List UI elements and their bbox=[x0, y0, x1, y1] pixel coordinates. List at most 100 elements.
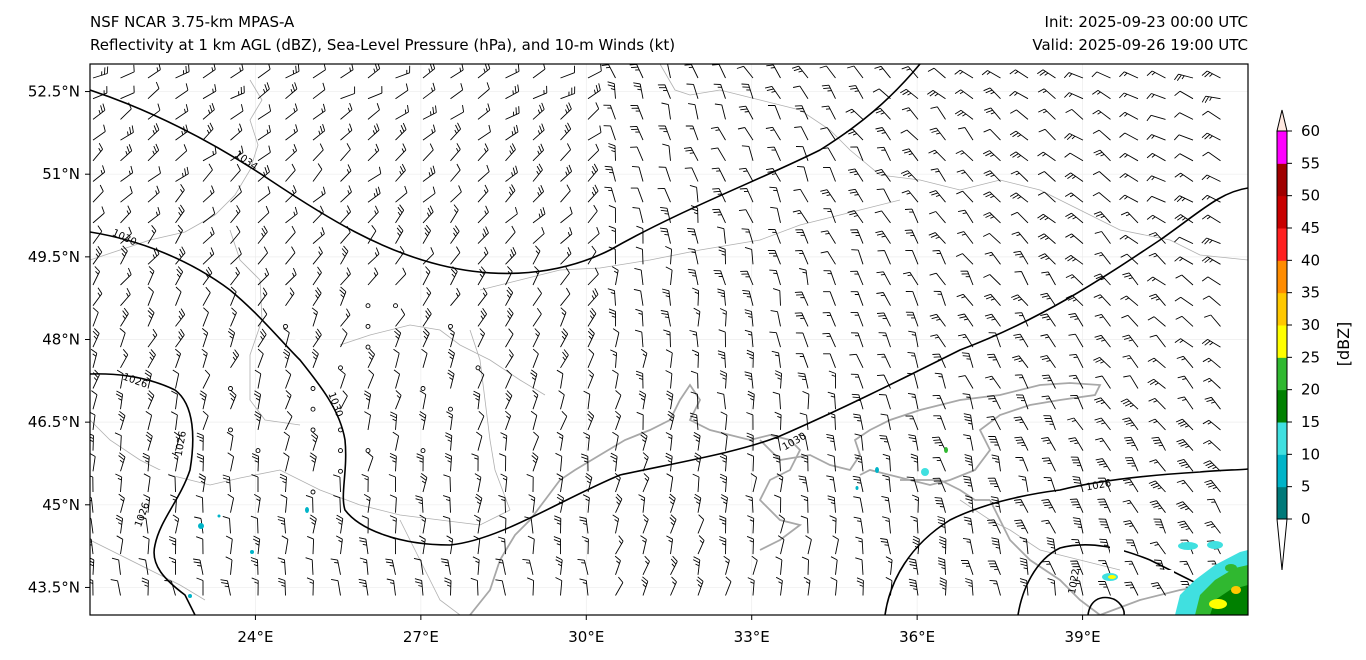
wind-barb bbox=[340, 143, 351, 162]
wind-barb bbox=[845, 108, 864, 120]
calm-circle bbox=[338, 365, 343, 371]
wind-barb bbox=[532, 307, 542, 327]
wind-barb bbox=[828, 370, 836, 389]
wind-barb bbox=[612, 369, 619, 389]
wind-barb bbox=[230, 349, 240, 369]
wind-barb bbox=[1040, 355, 1056, 369]
wind-barb bbox=[285, 64, 300, 79]
wind-barb bbox=[1121, 314, 1139, 327]
wind-barb bbox=[505, 307, 514, 327]
wind-barb bbox=[395, 122, 407, 141]
wind-barb bbox=[422, 165, 436, 182]
wind-barb bbox=[821, 105, 836, 120]
wind-barb bbox=[688, 103, 699, 120]
wind-barb bbox=[394, 328, 402, 348]
wind-barb bbox=[147, 349, 156, 369]
wind-barb bbox=[581, 453, 589, 472]
wind-barb bbox=[603, 104, 616, 120]
wind-barb bbox=[1179, 560, 1194, 575]
wind-barb bbox=[799, 268, 809, 286]
wind-barb bbox=[612, 328, 620, 348]
contour-label: 1026 bbox=[121, 372, 149, 391]
wind-barb bbox=[1010, 170, 1029, 182]
wind-barb bbox=[172, 514, 180, 534]
wind-barb bbox=[741, 83, 754, 99]
wind-barb bbox=[116, 535, 124, 555]
wind-barb bbox=[738, 167, 754, 182]
wind-barb bbox=[1201, 237, 1221, 245]
wind-barb bbox=[119, 328, 126, 348]
wind-barb bbox=[257, 104, 272, 120]
wind-barb bbox=[532, 123, 545, 141]
wind-barb bbox=[1122, 272, 1139, 286]
wind-barb bbox=[604, 186, 616, 203]
wind-barb bbox=[1040, 334, 1056, 348]
wind-barb bbox=[939, 577, 947, 596]
wind-barb bbox=[477, 184, 489, 203]
wind-barb bbox=[775, 556, 783, 575]
wind-barb bbox=[657, 84, 671, 99]
wind-barb bbox=[285, 103, 298, 120]
wind-barb bbox=[955, 253, 974, 265]
wind-barb bbox=[638, 494, 646, 513]
wind-barb bbox=[367, 225, 377, 244]
wind-barb bbox=[910, 515, 919, 534]
wind-barb bbox=[147, 185, 160, 203]
wind-barb bbox=[311, 307, 318, 327]
wind-barb bbox=[710, 147, 726, 162]
wind-barb bbox=[560, 287, 571, 306]
wind-barb bbox=[587, 163, 599, 182]
wind-barb bbox=[719, 370, 727, 389]
wind-barb bbox=[305, 557, 314, 575]
wind-barb bbox=[1041, 499, 1056, 513]
wind-barb bbox=[1097, 498, 1111, 513]
wind-barb bbox=[560, 266, 570, 286]
wind-barb bbox=[1014, 374, 1029, 389]
wind-barb bbox=[587, 184, 599, 203]
wind-barb bbox=[395, 163, 406, 182]
wind-barb bbox=[422, 143, 434, 162]
wind-barb bbox=[392, 431, 400, 451]
isobar-1034 bbox=[90, 64, 921, 275]
wind-barb bbox=[853, 496, 864, 513]
wind-barb bbox=[720, 432, 728, 451]
wind-barb bbox=[1098, 560, 1111, 575]
wind-barb bbox=[1151, 436, 1166, 451]
wind-barb bbox=[422, 105, 437, 120]
wind-barb bbox=[772, 453, 781, 472]
wind-barb bbox=[850, 270, 864, 286]
wind-barb bbox=[422, 224, 431, 244]
wind-barb bbox=[1202, 419, 1221, 431]
wind-barb bbox=[1204, 521, 1221, 534]
wind-barb bbox=[142, 452, 150, 472]
wind-barb bbox=[252, 535, 261, 555]
wind-barb bbox=[340, 205, 352, 224]
wind-barb bbox=[1012, 355, 1029, 369]
wind-barb bbox=[528, 494, 536, 513]
wind-barb bbox=[1201, 194, 1221, 203]
wind-barb bbox=[1072, 579, 1084, 596]
wind-barb bbox=[1147, 357, 1166, 369]
wind-barb bbox=[983, 212, 1001, 224]
wind-barb bbox=[611, 266, 619, 286]
wind-barb bbox=[1064, 133, 1084, 141]
wind-barb bbox=[640, 348, 648, 368]
wind-barb bbox=[307, 535, 315, 555]
wind-barb bbox=[690, 370, 699, 389]
wind-barb bbox=[587, 348, 595, 368]
wind-barb bbox=[531, 452, 539, 472]
wind-barb bbox=[610, 452, 618, 472]
wind-barb bbox=[987, 353, 1001, 368]
wind-barb bbox=[230, 185, 242, 203]
wind-barb bbox=[962, 393, 974, 410]
wind-barb bbox=[958, 375, 974, 389]
wind-barb bbox=[1174, 112, 1194, 120]
wind-barb bbox=[257, 225, 268, 244]
wind-barb bbox=[227, 452, 235, 472]
wind-barb bbox=[147, 390, 155, 410]
wind-barb bbox=[196, 577, 204, 596]
wind-barb bbox=[958, 127, 974, 141]
wind-barb bbox=[668, 493, 676, 513]
wind-barb bbox=[1119, 153, 1139, 162]
wind-barb bbox=[495, 579, 506, 596]
